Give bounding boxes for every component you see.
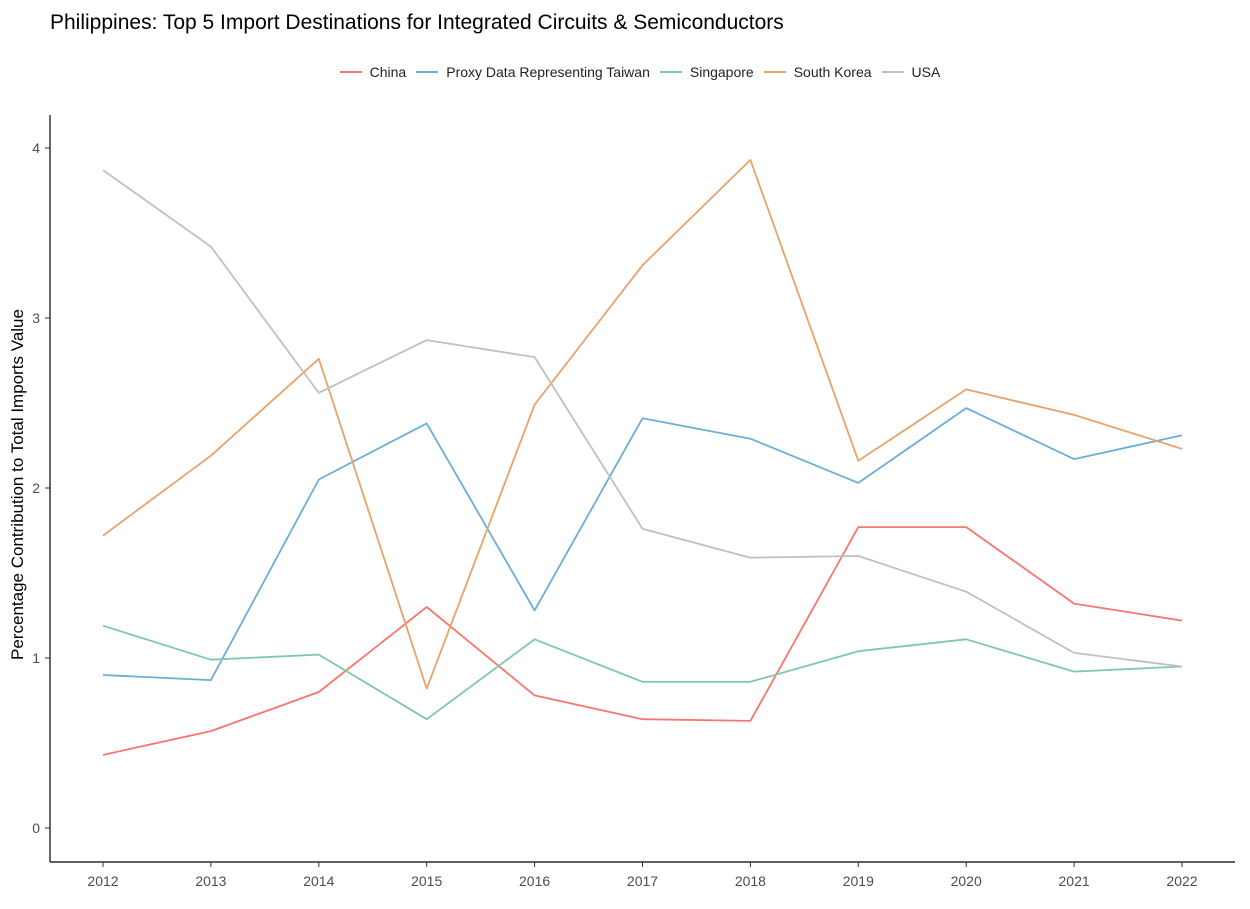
x-tick-label: 2013: [195, 873, 226, 889]
series-line-china: [102, 526, 1183, 756]
legend-item: South Korea: [763, 64, 872, 80]
series-line-singapore: [102, 624, 1183, 721]
legend-key: [416, 71, 439, 73]
y-tick-label: 1: [32, 650, 40, 666]
legend: China Proxy Data Representing Taiwan Singa…: [0, 62, 1250, 82]
legend-item: Singapore: [659, 64, 754, 80]
y-axis-title: Percentage Contribution to Total Imports…: [8, 309, 27, 660]
legend-item: China: [339, 64, 407, 80]
x-tick-label: 2015: [411, 873, 442, 889]
y-tick-label: 3: [32, 310, 40, 326]
y-tick-label: 0: [32, 820, 40, 836]
x-tick-label: 2022: [1166, 873, 1197, 889]
series-line-proxy-data-representing-taiwan: [102, 407, 1183, 681]
x-tick-label: 2016: [519, 873, 550, 889]
legend-label: Proxy Data Representing Taiwan: [446, 64, 650, 80]
x-tick-label: 2019: [843, 873, 874, 889]
legend-item: USA: [881, 64, 941, 80]
x-tick-label: 2012: [87, 873, 118, 889]
legend-label: South Korea: [793, 64, 872, 80]
legend-key: [763, 71, 786, 73]
y-tick-label: 2: [32, 480, 40, 496]
legend-key: [339, 71, 362, 73]
x-tick-label: 2018: [735, 873, 766, 889]
legend-label: China: [369, 64, 407, 80]
series-line-south-korea: [102, 158, 1183, 690]
x-tick-label: 2017: [627, 873, 658, 889]
legend-item: Proxy Data Representing Taiwan: [416, 64, 650, 80]
legend-label: Singapore: [689, 64, 754, 80]
legend-key: [659, 71, 682, 73]
x-tick-label: 2020: [951, 873, 982, 889]
chart-title: Philippines: Top 5 Import Destinations f…: [50, 11, 784, 34]
x-tick-label: 2021: [1059, 873, 1090, 889]
y-tick-label: 4: [32, 140, 40, 156]
legend-label: USA: [911, 64, 941, 80]
x-tick-label: 2014: [303, 873, 334, 889]
legend-key: [881, 71, 904, 73]
